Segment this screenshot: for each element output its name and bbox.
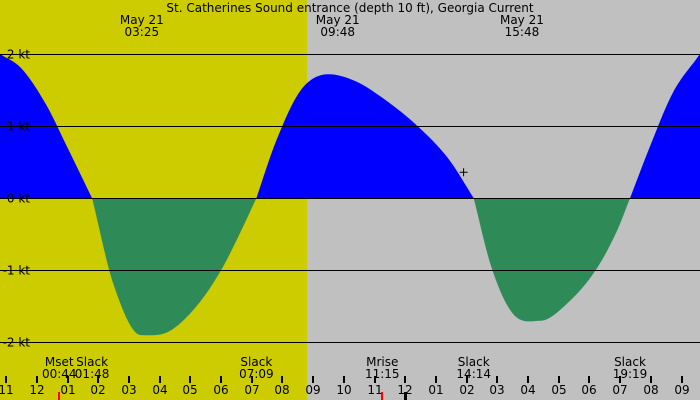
x-tick-label: 07 <box>612 383 627 397</box>
event-time: 19:19 <box>613 367 648 381</box>
x-tick-mark <box>128 376 130 383</box>
x-tick-mark <box>220 376 222 383</box>
x-tick-mark <box>97 376 99 383</box>
y-tick-label: 2 kt <box>7 48 30 62</box>
event-time: 07:09 <box>239 367 274 381</box>
event-time: 14:14 <box>456 367 491 381</box>
current-time-marker <box>459 168 468 177</box>
y-tick-label: -2 kt <box>3 336 31 350</box>
event-time: 01:48 <box>75 367 110 381</box>
x-tick-label: 12 <box>397 383 412 397</box>
x-tick-label: 11 <box>0 383 14 397</box>
x-tick-label: 04 <box>520 383 535 397</box>
x-tick-label: 01 <box>428 383 443 397</box>
x-tick-label: 08 <box>643 383 658 397</box>
x-tick-mark <box>343 376 345 383</box>
x-tick-mark <box>650 376 652 383</box>
moon-event-marker <box>381 392 383 400</box>
x-tick-label: 06 <box>581 383 596 397</box>
x-tick-label: 04 <box>152 383 167 397</box>
x-tick-label: 02 <box>90 383 105 397</box>
x-tick-label: 10 <box>336 383 351 397</box>
x-tick-mark <box>159 376 161 383</box>
x-tick-mark <box>251 376 253 383</box>
y-axis-ticks: 2 kt 1 kt 0 kt -1 kt -2 kt <box>3 48 700 350</box>
top-annotation-date: May 21 <box>120 13 164 27</box>
x-tick-mark <box>189 376 191 383</box>
event-label: Mrise <box>366 355 398 369</box>
event-label: Slack <box>76 355 108 369</box>
y-tick-label: 0 kt <box>7 192 30 206</box>
event-time: 11:15 <box>365 367 400 381</box>
x-tick-label: 09 <box>674 383 689 397</box>
y-tick-label: -1 kt <box>3 264 31 278</box>
event-label: Slack <box>458 355 490 369</box>
x-tick-mark <box>404 376 406 383</box>
x-tick-mark <box>5 376 7 383</box>
x-tick-label: 02 <box>459 383 474 397</box>
ebb-area-3 <box>473 198 630 322</box>
chart-title: St. Catherines Sound entrance (depth 10 … <box>166 1 533 15</box>
x-tick-label: 08 <box>274 383 289 397</box>
flood-area-2 <box>256 74 474 199</box>
x-tick-label: 01 <box>60 383 75 397</box>
top-annotation-date: May 21 <box>500 13 544 27</box>
ebb-area-1 <box>92 198 257 336</box>
x-tick-mark <box>619 376 621 383</box>
top-annotation-time: 09:48 <box>320 25 355 39</box>
event-label: Mset <box>45 355 74 369</box>
x-tick-mark <box>466 376 468 383</box>
grid-lines <box>0 54 700 343</box>
x-tick-label: 09 <box>305 383 320 397</box>
event-label: Slack <box>614 355 646 369</box>
x-tick-label: 03 <box>121 383 136 397</box>
event-annotations: Mset00:44Slack01:48Slack07:09Mrise11:15S… <box>42 355 647 381</box>
x-tick-mark <box>67 376 69 383</box>
x-tick-mark <box>281 376 283 383</box>
top-annotation-time: 15:48 <box>505 25 540 39</box>
x-tick-mark <box>527 376 529 383</box>
midnight-marker <box>404 392 407 400</box>
top-annotation-date: May 21 <box>316 13 360 27</box>
x-tick-label: 03 <box>489 383 504 397</box>
x-tick-label: 12 <box>29 383 44 397</box>
x-tick-label: 06 <box>213 383 228 397</box>
moon-event-marker <box>58 392 60 400</box>
x-tick-mark <box>558 376 560 383</box>
x-tick-mark <box>681 376 683 383</box>
event-time: 00:44 <box>42 367 77 381</box>
x-tick-mark <box>36 376 38 383</box>
x-tick-mark <box>374 376 376 383</box>
x-tick-mark <box>312 376 314 383</box>
x-tick-label: 11 <box>367 383 382 397</box>
x-axis-ticks: 11 12 01 02 03 04 05 06 07 08 09 10 11 12 01 02 03 04 05 06… <box>0 376 690 400</box>
y-tick-label: 1 kt <box>7 120 30 134</box>
x-tick-mark <box>588 376 590 383</box>
x-tick-mark <box>435 376 437 383</box>
x-tick-mark <box>496 376 498 383</box>
x-tick-label: 05 <box>182 383 197 397</box>
x-tick-label: 07 <box>244 383 259 397</box>
x-tick-label: 05 <box>551 383 566 397</box>
top-annotation-time: 03:25 <box>125 25 160 39</box>
event-label: Slack <box>240 355 272 369</box>
